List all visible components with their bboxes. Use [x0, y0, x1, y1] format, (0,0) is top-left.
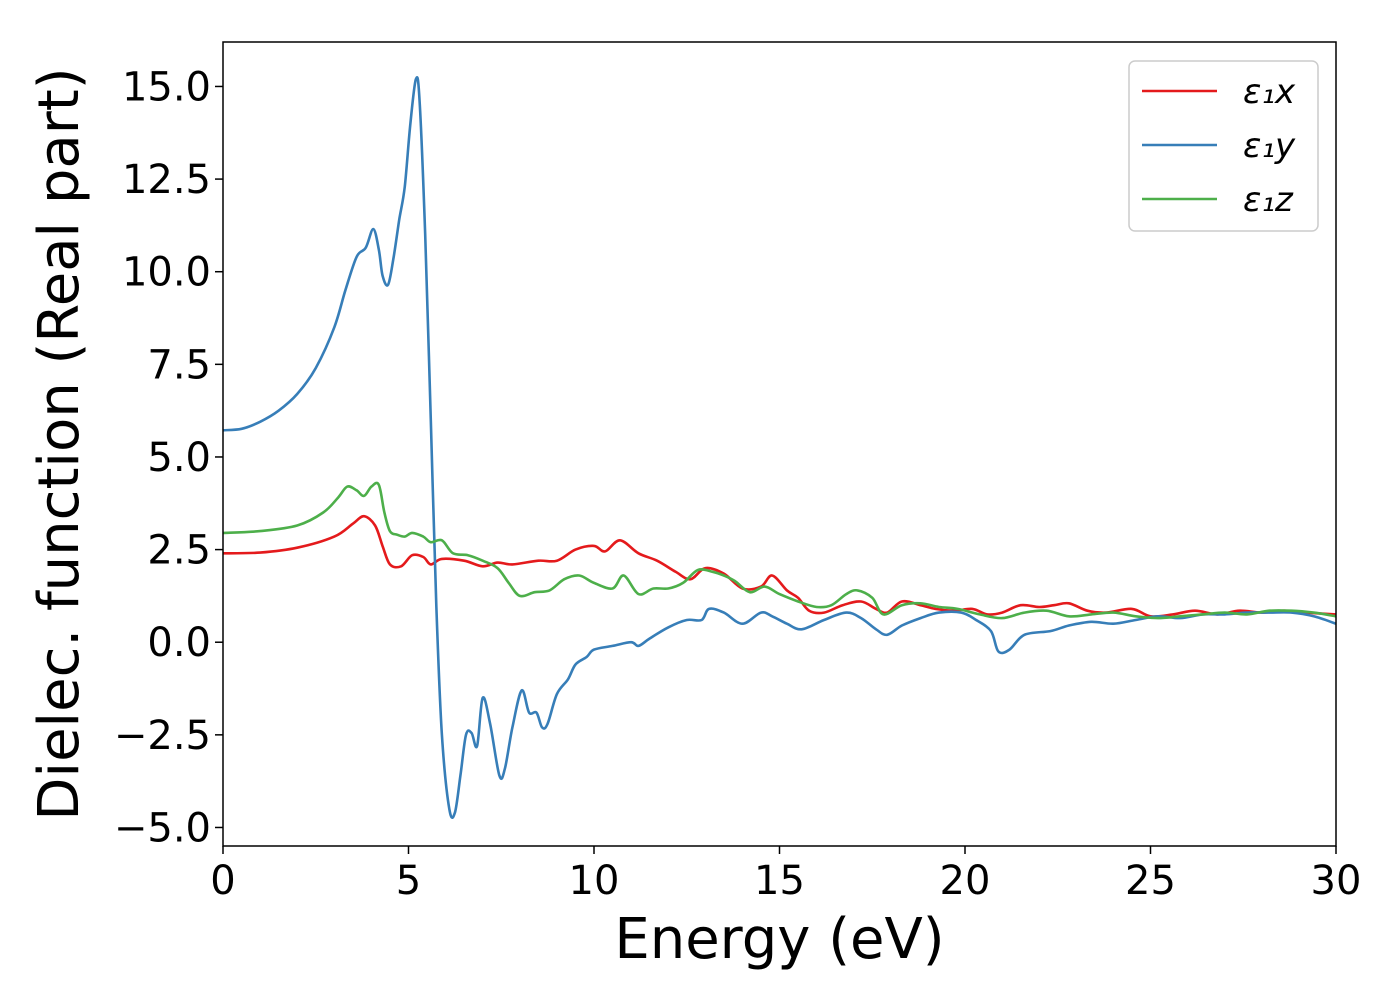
x-tick-label: 20 [940, 858, 991, 904]
y-tick-label: 10.0 [122, 250, 211, 296]
x-tick-label: 5 [396, 858, 421, 904]
series-line-0 [223, 514, 1336, 618]
y-tick-label: 0.0 [147, 620, 211, 666]
x-tick-label: 15 [754, 858, 805, 904]
y-axis: −5.0 −2.5 0.0 2.5 5.0 7.5 10.0 12.5 15.0 [114, 64, 223, 851]
legend-frame [1128, 60, 1319, 232]
x-tick-label: 25 [1125, 858, 1176, 904]
y-axis-title: Dielec. function (Real part) [27, 67, 92, 820]
y-tick-label: 2.5 [147, 528, 211, 574]
legend-label-1: ε₁y [1243, 126, 1296, 166]
legend-label-2: ε₁z [1243, 180, 1294, 220]
x-tick-label: 0 [210, 858, 235, 904]
y-tick-label: 15.0 [122, 64, 211, 110]
series-line-1 [223, 76, 1336, 820]
series-layer [223, 76, 1336, 820]
x-tick-label: 10 [569, 858, 620, 904]
legend-label-0: ε₁x [1243, 72, 1296, 112]
y-tick-label: −5.0 [114, 805, 211, 851]
y-tick-label: −2.5 [114, 713, 211, 759]
y-tick-label: 7.5 [147, 342, 211, 388]
y-tick-label: 5.0 [147, 435, 211, 481]
x-tick-label: 30 [1311, 858, 1362, 904]
x-axis-title: Energy (eV) [614, 907, 944, 972]
legend: ε₁x ε₁y ε₁z [1128, 60, 1319, 232]
x-axis: 0 5 10 15 20 25 30 [210, 846, 1361, 904]
y-tick-label: 12.5 [122, 157, 211, 203]
series-line-2 [223, 481, 1336, 620]
